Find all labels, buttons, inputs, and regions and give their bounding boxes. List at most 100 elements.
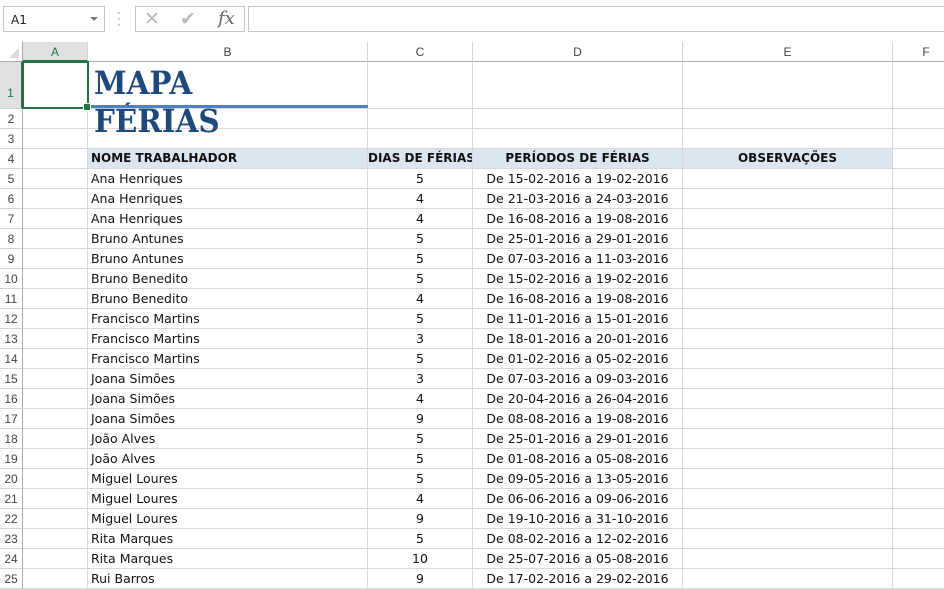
column-header-a[interactable]: A [23,42,88,62]
cell-a3[interactable] [23,129,88,149]
cell-f18[interactable] [893,429,944,449]
row-header-14[interactable]: 14 [0,349,23,369]
select-all-button[interactable] [0,42,23,62]
row-header-25[interactable]: 25 [0,569,23,589]
vacation-days-cell[interactable]: 4 [368,189,473,209]
cell-a24[interactable] [23,549,88,569]
insert-function-icon[interactable]: fx [218,8,235,29]
cell-e16[interactable] [683,389,893,409]
vacation-days-cell[interactable]: 9 [368,509,473,529]
cell-b1[interactable] [88,62,368,109]
cell-f11[interactable] [893,289,944,309]
vacation-period-cell[interactable]: De 07-03-2016 a 09-03-2016 [473,369,683,389]
cell-e11[interactable] [683,289,893,309]
vacation-days-cell[interactable]: 5 [368,269,473,289]
vacation-days-cell[interactable]: 5 [368,469,473,489]
vacation-days-cell[interactable]: 10 [368,549,473,569]
cell-f16[interactable] [893,389,944,409]
vacation-period-cell[interactable]: De 08-02-2016 a 12-02-2016 [473,529,683,549]
row-header-22[interactable]: 22 [0,509,23,529]
vacation-days-cell[interactable]: 3 [368,329,473,349]
cell-a21[interactable] [23,489,88,509]
cell-a2[interactable] [23,109,88,129]
vacation-days-cell[interactable]: 4 [368,389,473,409]
vacation-period-cell[interactable]: De 11-01-2016 a 15-01-2016 [473,309,683,329]
cell-a17[interactable] [23,409,88,429]
vacation-period-cell[interactable]: De 16-08-2016 a 19-08-2016 [473,289,683,309]
cell-a16[interactable] [23,389,88,409]
employee-name-cell[interactable]: Bruno Antunes [88,249,368,269]
cell-e19[interactable] [683,449,893,469]
cell-e23[interactable] [683,529,893,549]
cell-e10[interactable] [683,269,893,289]
cell-e14[interactable] [683,349,893,369]
vacation-period-cell[interactable]: De 16-08-2016 a 19-08-2016 [473,209,683,229]
vacation-days-cell[interactable]: 9 [368,409,473,429]
cell-f10[interactable] [893,269,944,289]
cell-f14[interactable] [893,349,944,369]
employee-name-cell[interactable]: Ana Henriques [88,209,368,229]
vacation-days-cell[interactable]: 5 [368,349,473,369]
vacation-period-cell[interactable]: De 25-07-2016 a 05-08-2016 [473,549,683,569]
cell-e9[interactable] [683,249,893,269]
employee-name-cell[interactable]: Francisco Martins [88,349,368,369]
employee-name-cell[interactable]: Rui Barros [88,569,368,589]
more-icon[interactable]: · · · [117,6,121,32]
cell-f6[interactable] [893,189,944,209]
cell-a10[interactable] [23,269,88,289]
vacation-period-cell[interactable]: De 09-05-2016 a 13-05-2016 [473,469,683,489]
row-header-15[interactable]: 15 [0,369,23,389]
cell-d2[interactable] [473,109,683,129]
vacation-days-cell[interactable]: 5 [368,169,473,189]
cell-e25[interactable] [683,569,893,589]
cell-a23[interactable] [23,529,88,549]
vacation-period-cell[interactable]: De 25-01-2016 a 29-01-2016 [473,229,683,249]
vacation-period-cell[interactable]: De 08-08-2016 a 19-08-2016 [473,409,683,429]
cell-f2[interactable] [893,109,944,129]
employee-name-cell[interactable]: Bruno Benedito [88,289,368,309]
row-header-17[interactable]: 17 [0,409,23,429]
column-header-d[interactable]: D [473,42,683,62]
cell-a20[interactable] [23,469,88,489]
vacation-days-cell[interactable]: 5 [368,249,473,269]
cell-a14[interactable] [23,349,88,369]
vacation-days-cell[interactable]: 4 [368,289,473,309]
cell-a18[interactable] [23,429,88,449]
cell-a13[interactable] [23,329,88,349]
vacation-days-cell[interactable]: 9 [368,569,473,589]
employee-name-cell[interactable]: Rita Marques [88,549,368,569]
cell-b3[interactable] [88,129,368,149]
column-header-b[interactable]: B [88,42,368,62]
cell-e1[interactable] [683,62,893,109]
cell-e13[interactable] [683,329,893,349]
row-header-16[interactable]: 16 [0,389,23,409]
cell-f15[interactable] [893,369,944,389]
vacation-days-cell[interactable]: 5 [368,229,473,249]
cell-f8[interactable] [893,229,944,249]
cell-b2[interactable] [88,109,368,129]
cell-c3[interactable] [368,129,473,149]
cell-f9[interactable] [893,249,944,269]
employee-name-cell[interactable]: Joana Simões [88,369,368,389]
vacation-period-cell[interactable]: De 01-02-2016 a 05-02-2016 [473,349,683,369]
name-box[interactable]: A1 [3,6,105,32]
cell-a5[interactable] [23,169,88,189]
chevron-down-icon[interactable] [90,17,98,21]
cell-f25[interactable] [893,569,944,589]
vacation-days-cell[interactable]: 3 [368,369,473,389]
vacation-period-cell[interactable]: De 18-01-2016 a 20-01-2016 [473,329,683,349]
row-header-19[interactable]: 19 [0,449,23,469]
row-header-7[interactable]: 7 [0,209,23,229]
row-header-24[interactable]: 24 [0,549,23,569]
cell-f17[interactable] [893,409,944,429]
column-header-e[interactable]: E [683,42,893,62]
cell-f5[interactable] [893,169,944,189]
column-header-f[interactable]: F [893,42,944,62]
cell-e2[interactable] [683,109,893,129]
formula-input[interactable] [248,6,944,32]
cell-f1[interactable] [893,62,944,109]
employee-name-cell[interactable]: Francisco Martins [88,309,368,329]
cell-e8[interactable] [683,229,893,249]
cell-f22[interactable] [893,509,944,529]
vacation-period-cell[interactable]: De 15-02-2016 a 19-02-2016 [473,269,683,289]
